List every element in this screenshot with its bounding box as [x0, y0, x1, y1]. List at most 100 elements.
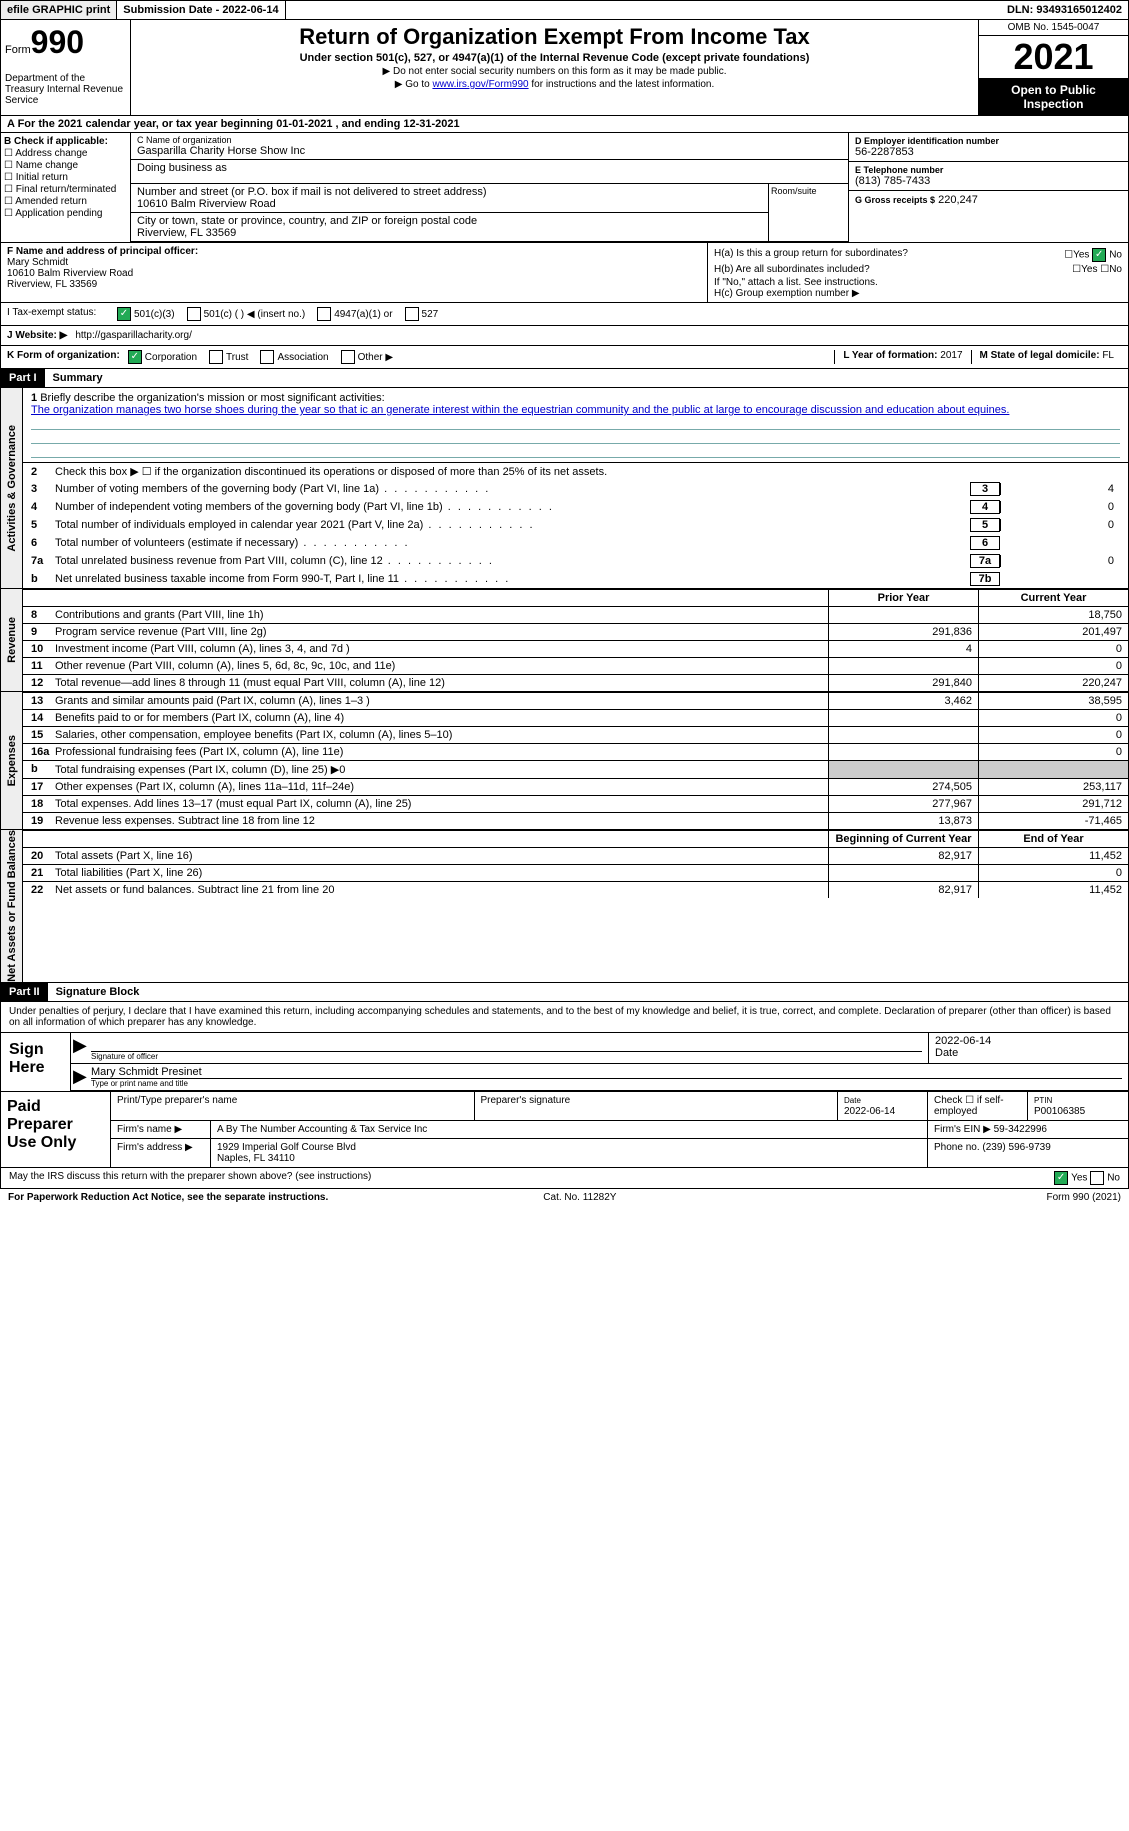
col-headers-net: Beginning of Current Year End of Year [23, 830, 1128, 847]
dln: DLN: 93493165012402 [1001, 1, 1128, 19]
line-14: 14Benefits paid to or for members (Part … [23, 709, 1128, 726]
officer-addr2: Riverview, FL 33569 [7, 279, 701, 290]
city-box: City or town, state or province, country… [131, 213, 768, 242]
hc-group-exemption: H(c) Group exemption number ▶ [714, 288, 1122, 299]
line-6: 6Total number of volunteers (estimate if… [23, 534, 1128, 552]
line-b: bNet unrelated business taxable income f… [23, 570, 1128, 588]
telephone: (813) 785-7433 [855, 175, 1122, 187]
line-18: 18Total expenses. Add lines 13–17 (must … [23, 795, 1128, 812]
line-11: 11Other revenue (Part VIII, column (A), … [23, 657, 1128, 674]
sig-arrow-icon: ▶ [71, 1064, 85, 1090]
irs-link[interactable]: www.irs.gov/Form990 [432, 79, 528, 90]
row-f-h: F Name and address of principal officer:… [0, 243, 1129, 303]
line-21: 21Total liabilities (Part X, line 26)0 [23, 864, 1128, 881]
col-headers-revenue: Prior Year Current Year [23, 589, 1128, 606]
line-7a: 7aTotal unrelated business revenue from … [23, 552, 1128, 570]
section-b-through-g: B Check if applicable: ☐ Address change … [0, 133, 1129, 243]
line-17: 17Other expenses (Part IX, column (A), l… [23, 778, 1128, 795]
row-k: K Form of organization: ✓Corporation Tru… [0, 346, 1129, 369]
cb-corporation[interactable]: ✓ [128, 350, 142, 364]
cb-trust[interactable] [209, 350, 223, 364]
line-b: bTotal fundraising expenses (Part IX, co… [23, 760, 1128, 778]
note-link: ▶ Go to www.irs.gov/Form990 for instruct… [135, 79, 974, 90]
line-15: 15Salaries, other compensation, employee… [23, 726, 1128, 743]
cb-527[interactable] [405, 307, 419, 321]
line-3: 3Number of voting members of the governi… [23, 480, 1128, 498]
cb-self-employed[interactable]: Check ☐ if self-employed [928, 1092, 1028, 1120]
side-label-gov: Activities & Governance [6, 425, 18, 552]
firm-ein: 59-3422996 [994, 1124, 1047, 1135]
firm-name: A By The Number Accounting & Tax Service… [211, 1121, 928, 1138]
mission-block: 1 Briefly describe the organization's mi… [23, 388, 1128, 463]
submission-date: Submission Date - 2022-06-14 [117, 1, 285, 19]
line-19: 19Revenue less expenses. Subtract line 1… [23, 812, 1128, 829]
part-2-header: Part II Signature Block [0, 983, 1129, 1002]
cb-501c3[interactable]: ✓ [117, 307, 131, 321]
row-i-status: I Tax-exempt status: ✓501(c)(3) 501(c) (… [0, 303, 1129, 326]
form-version: Form 990 (2021) [1047, 1192, 1121, 1203]
cb-initial-return[interactable]: ☐ Initial return [4, 172, 127, 183]
row-a: A For the 2021 calendar year, or tax yea… [0, 116, 1129, 133]
line-20: 20Total assets (Part X, line 16)82,91711… [23, 847, 1128, 864]
cb-other[interactable] [341, 350, 355, 364]
discuss-yes[interactable]: ✓ [1054, 1171, 1068, 1185]
firm-address: 1929 Imperial Golf Course Blvd [217, 1142, 356, 1153]
sign-here-block: Sign Here ▶ Signature of officer 2022-06… [0, 1033, 1129, 1092]
dept-label: Department of the Treasury Internal Reve… [5, 73, 126, 106]
officer-typed-name: Mary Schmidt Presinet [91, 1066, 1122, 1078]
cb-4947[interactable] [317, 307, 331, 321]
line-9: 9Program service revenue (Part VIII, lin… [23, 623, 1128, 640]
cb-app-pending[interactable]: ☐ Application pending [4, 208, 127, 219]
address-box: Number and street (or P.O. box if mail i… [131, 184, 768, 213]
form-title: Return of Organization Exempt From Incom… [135, 24, 974, 50]
row-j: J Website: ▶ http://gasparillacharity.or… [0, 326, 1129, 346]
discuss-no[interactable] [1090, 1171, 1104, 1185]
line-2: 2Check this box ▶ ☐ if the organization … [23, 463, 1128, 480]
line-12: 12Total revenue—add lines 8 through 11 (… [23, 674, 1128, 691]
expenses-section: Expenses 13Grants and similar amounts pa… [0, 692, 1129, 830]
org-name: Gasparilla Charity Horse Show Inc [137, 145, 842, 157]
footer: For Paperwork Reduction Act Notice, see … [0, 1189, 1129, 1206]
box-e: E Telephone number (813) 785-7433 [849, 162, 1128, 191]
revenue-section: Revenue Prior Year Current Year 8Contrib… [0, 589, 1129, 692]
cb-amended-return[interactable]: ☐ Amended return [4, 196, 127, 207]
side-label-exp: Expenses [6, 735, 18, 786]
paid-preparer-block: Paid Preparer Use Only Print/Type prepar… [0, 1092, 1129, 1168]
line-4: 4Number of independent voting members of… [23, 498, 1128, 516]
cb-501c[interactable] [187, 307, 201, 321]
city-state-zip: Riverview, FL 33569 [137, 227, 762, 239]
cb-association[interactable] [260, 350, 274, 364]
sig-arrow-icon: ▶ [71, 1033, 85, 1063]
side-label-net: Net Assets or Fund Balances [6, 830, 18, 982]
officer-addr1: 10610 Balm Riverview Road [7, 268, 701, 279]
tax-year: 2021 [979, 36, 1128, 79]
form-header: Form990 Department of the Treasury Inter… [0, 20, 1129, 116]
officer-name: Mary Schmidt [7, 257, 701, 268]
activities-governance: Activities & Governance 1 Briefly descri… [0, 388, 1129, 589]
line-16a: 16aProfessional fundraising fees (Part I… [23, 743, 1128, 760]
state-domicile: FL [1102, 350, 1114, 361]
cb-final-return[interactable]: ☐ Final return/terminated [4, 184, 127, 195]
net-assets-section: Net Assets or Fund Balances Beginning of… [0, 830, 1129, 983]
note-ssn: ▶ Do not enter social security numbers o… [135, 66, 974, 77]
box-h: H(a) Is this a group return for subordin… [708, 243, 1128, 302]
box-b: B Check if applicable: ☐ Address change … [1, 133, 131, 242]
line-22: 22Net assets or fund balances. Subtract … [23, 881, 1128, 898]
form-number: 990 [31, 24, 84, 60]
signature-declaration: Under penalties of perjury, I declare th… [0, 1002, 1129, 1033]
line-10: 10Investment income (Part VIII, column (… [23, 640, 1128, 657]
efile-button[interactable]: efile GRAPHIC print [1, 1, 117, 19]
discuss-row: May the IRS discuss this return with the… [0, 1168, 1129, 1189]
cb-address-change[interactable]: ☐ Address change [4, 148, 127, 159]
website-url[interactable]: http://gasparillacharity.org/ [75, 330, 192, 341]
ptin: P00106385 [1034, 1106, 1085, 1117]
part-1-header: Part I Summary [0, 369, 1129, 388]
line-5: 5Total number of individuals employed in… [23, 516, 1128, 534]
box-f: F Name and address of principal officer:… [1, 243, 708, 302]
year-formation: 2017 [940, 350, 962, 361]
cb-name-change[interactable]: ☐ Name change [4, 160, 127, 171]
omb-number: OMB No. 1545-0047 [979, 20, 1128, 36]
ha-no-checkbox[interactable]: ✓ [1092, 248, 1106, 262]
box-g: G Gross receipts $ 220,247 [849, 191, 1128, 209]
ein: 56-2287853 [855, 146, 1122, 158]
